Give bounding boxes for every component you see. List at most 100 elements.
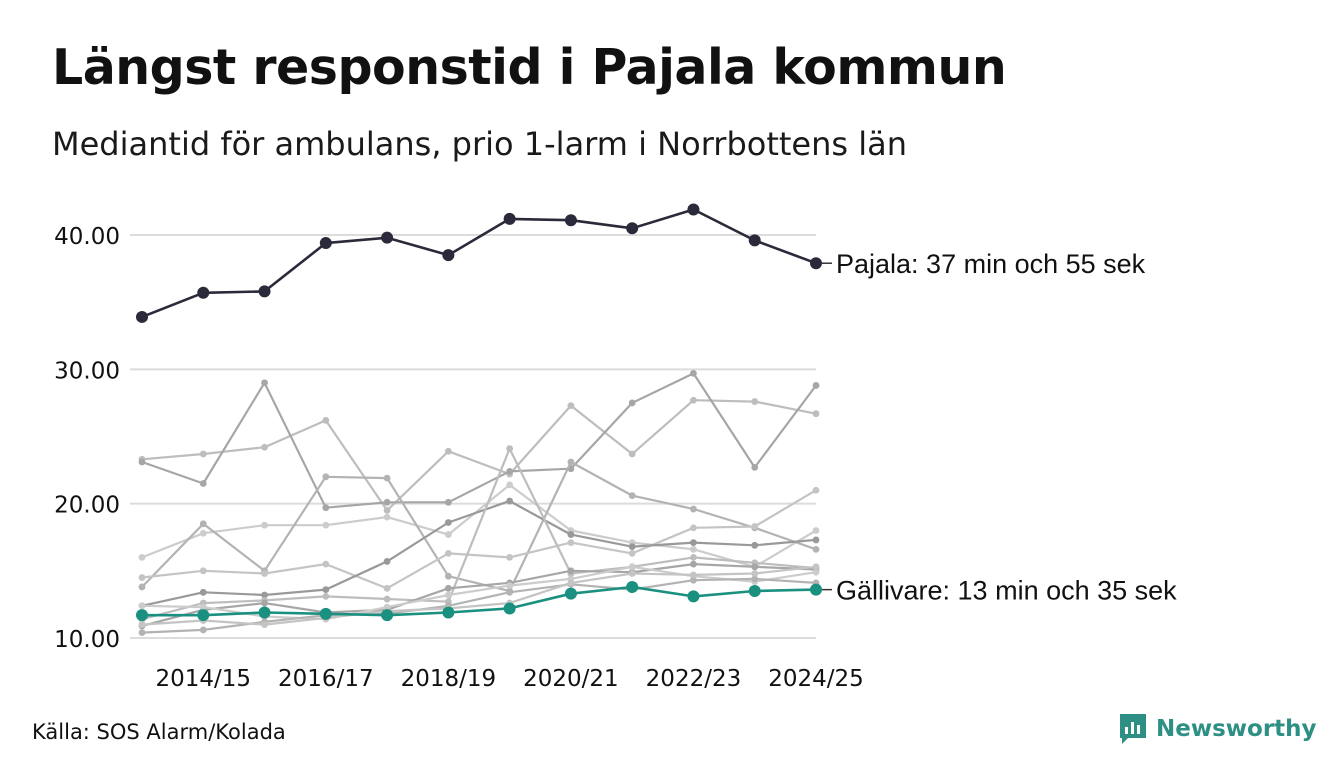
- series-line: [141, 562, 817, 627]
- x-tick-label: 2024/25: [768, 666, 864, 692]
- x-tick-label: 2022/23: [646, 666, 742, 692]
- data-point: [261, 379, 268, 387]
- series-line: [141, 565, 817, 621]
- series-line: [141, 499, 817, 607]
- data-point: [199, 626, 207, 634]
- brand-name: Newsworthy: [1156, 716, 1317, 742]
- data-point: [444, 498, 452, 506]
- y-tick-label: 40.00: [54, 224, 120, 250]
- data-point: [690, 545, 697, 553]
- data-point: [812, 410, 820, 418]
- data-point: [751, 575, 759, 583]
- x-tick-label: 2018/19: [401, 666, 497, 692]
- data-point: [383, 506, 391, 514]
- newsworthy-logo-icon: [1120, 714, 1146, 744]
- y-tick-label: 30.00: [54, 358, 120, 384]
- series-kommun-a: [138, 396, 820, 514]
- series-line: [141, 483, 817, 568]
- data-point: [381, 231, 394, 244]
- data-point: [628, 450, 636, 458]
- data-point: [197, 286, 210, 299]
- chart-title: Längst responstid i Pajala kommun: [52, 39, 1007, 96]
- data-point: [748, 234, 761, 247]
- data-point: [261, 570, 268, 577]
- data-point: [567, 567, 575, 575]
- data-point: [261, 443, 268, 451]
- data-point: [322, 521, 330, 529]
- data-point: [444, 584, 452, 592]
- data-point: [567, 539, 575, 547]
- chart-subtitle: Mediantid för ambulans, prio 1-larm i No…: [52, 125, 908, 163]
- data-point: [444, 531, 452, 538]
- data-point: [383, 558, 391, 565]
- y-axis-ticks: 10.00 20.00 30.00 40.00: [54, 224, 120, 653]
- data-point: [383, 498, 391, 506]
- data-point: [628, 563, 636, 571]
- data-point: [810, 257, 822, 270]
- data-point: [503, 602, 516, 615]
- data-point: [812, 382, 820, 389]
- data-point: [261, 599, 268, 607]
- data-point: [319, 607, 332, 620]
- y-tick-label: 20.00: [54, 493, 120, 519]
- data-point: [138, 602, 146, 610]
- data-point: [628, 492, 636, 500]
- data-point: [626, 580, 639, 593]
- data-point: [751, 463, 759, 471]
- data-point: [503, 212, 516, 225]
- data-point: [810, 583, 822, 596]
- y-tick-label: 10.00: [54, 627, 120, 653]
- data-point: [442, 249, 455, 262]
- x-tick-label: 2014/15: [155, 666, 251, 692]
- data-point: [628, 549, 636, 557]
- source-note: Källa: SOS Alarm/Kolada: [32, 720, 286, 744]
- data-point: [687, 590, 700, 603]
- data-point: [381, 609, 394, 622]
- data-point: [199, 480, 207, 487]
- data-point: [812, 536, 820, 544]
- x-tick-label: 2020/21: [523, 666, 619, 692]
- data-point: [199, 588, 207, 596]
- data-point: [506, 468, 514, 475]
- gridlines: [130, 234, 816, 639]
- data-point: [138, 621, 146, 628]
- data-point: [383, 595, 391, 603]
- data-point: [812, 563, 820, 571]
- series-kommun-c: [138, 481, 820, 571]
- data-point: [199, 520, 207, 528]
- x-tick-label: 2016/17: [278, 666, 374, 692]
- data-point: [138, 574, 146, 581]
- data-point: [506, 582, 514, 590]
- x-axis-ticks: 2014/15 2016/17 2018/19 2020/21 2022/23 2024/…: [155, 666, 863, 692]
- data-point: [751, 523, 759, 530]
- data-point: [567, 402, 575, 410]
- data-point: [322, 504, 330, 512]
- data-point: [322, 416, 330, 424]
- data-point: [322, 586, 330, 594]
- series-kommun-b: [138, 369, 820, 512]
- data-point: [319, 237, 332, 250]
- data-point: [138, 583, 146, 591]
- data-point: [138, 554, 146, 561]
- data-point: [383, 584, 391, 592]
- data-point: [690, 396, 697, 404]
- series-line: [141, 489, 817, 590]
- series-line: [142, 585, 817, 617]
- brand-logo: Newsworthy: [1118, 712, 1317, 746]
- data-point: [690, 524, 697, 532]
- data-point: [383, 513, 391, 521]
- series-labels: Gällivare: 13 min och 35 sek Pajala: 37 m…: [822, 249, 1177, 606]
- data-point: [751, 541, 759, 549]
- data-point: [444, 519, 452, 526]
- data-point: [258, 606, 271, 619]
- data-point: [506, 481, 514, 489]
- series-line: [141, 460, 817, 593]
- data-point: [506, 497, 514, 505]
- data-point: [567, 531, 575, 538]
- data-point: [628, 399, 636, 407]
- data-point: [564, 214, 577, 227]
- series-kommun-e: [138, 486, 820, 592]
- series-gällivare: [136, 580, 822, 622]
- series-line: [141, 447, 817, 621]
- data-point: [261, 521, 268, 529]
